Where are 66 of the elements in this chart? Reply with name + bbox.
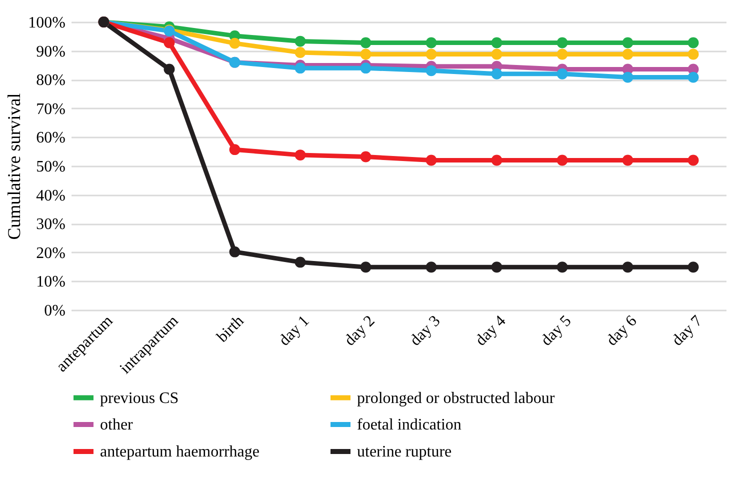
legend-label: foetal indication <box>357 416 462 434</box>
point <box>491 68 502 80</box>
x-tick-label: day 4 <box>472 312 510 350</box>
y-axis-title: Cumulative survival <box>4 93 24 240</box>
point <box>360 62 372 74</box>
point <box>556 154 568 166</box>
y-tick-label: 10% <box>36 274 66 291</box>
x-tick-label: birth <box>214 312 248 346</box>
point <box>622 154 634 166</box>
x-tick-label: day 3 <box>406 312 444 350</box>
point <box>164 37 175 48</box>
point <box>360 262 372 273</box>
legend-label: uterine rupture <box>357 444 452 460</box>
x-tick-label: day 2 <box>341 312 378 350</box>
point <box>164 64 175 75</box>
point <box>426 262 437 273</box>
point <box>556 48 568 60</box>
point <box>360 48 372 60</box>
y-tick-label: 100% <box>28 14 66 32</box>
y-tick-label: 50% <box>36 158 66 176</box>
point <box>229 144 240 156</box>
point <box>229 38 240 49</box>
point <box>622 37 634 48</box>
point <box>294 62 306 74</box>
point <box>426 37 437 48</box>
y-tick-label: 20% <box>36 244 66 262</box>
point <box>360 151 372 162</box>
y-tick-label: 40% <box>36 187 66 204</box>
legend-label: previous CS <box>100 390 179 407</box>
point <box>229 246 240 258</box>
point <box>622 262 634 273</box>
point <box>360 37 372 48</box>
y-tick-label: 80% <box>36 72 66 90</box>
y-tick-label: 0% <box>44 302 66 320</box>
x-tick-label: day 6 <box>603 312 640 350</box>
point <box>426 154 437 166</box>
legend-label: other <box>100 416 134 434</box>
point <box>294 150 306 161</box>
point <box>688 48 699 60</box>
point <box>491 262 502 273</box>
point <box>294 36 306 47</box>
point <box>622 72 634 83</box>
point <box>491 48 502 60</box>
point <box>491 37 502 48</box>
point <box>426 65 437 76</box>
y-tick-label: 90% <box>36 43 66 60</box>
y-tick-label: 30% <box>36 216 66 234</box>
y-tick-label: 70% <box>36 100 66 118</box>
point <box>622 48 634 60</box>
point <box>688 37 699 48</box>
point <box>294 256 306 268</box>
x-tick-label: day 7 <box>668 312 706 350</box>
x-tick-label: day 1 <box>276 312 313 350</box>
point <box>426 48 437 60</box>
point <box>491 154 502 166</box>
point <box>556 37 568 48</box>
x-tick-label: day 5 <box>538 312 575 350</box>
point <box>556 68 568 80</box>
legend-label: antepartum haemorrhage <box>100 444 260 460</box>
point <box>556 262 568 273</box>
point <box>688 154 699 166</box>
point <box>688 72 699 83</box>
legend-label: prolonged or obstructed labour <box>357 390 556 407</box>
point <box>688 262 699 273</box>
y-tick-label: 60% <box>36 130 66 147</box>
point <box>294 47 306 58</box>
